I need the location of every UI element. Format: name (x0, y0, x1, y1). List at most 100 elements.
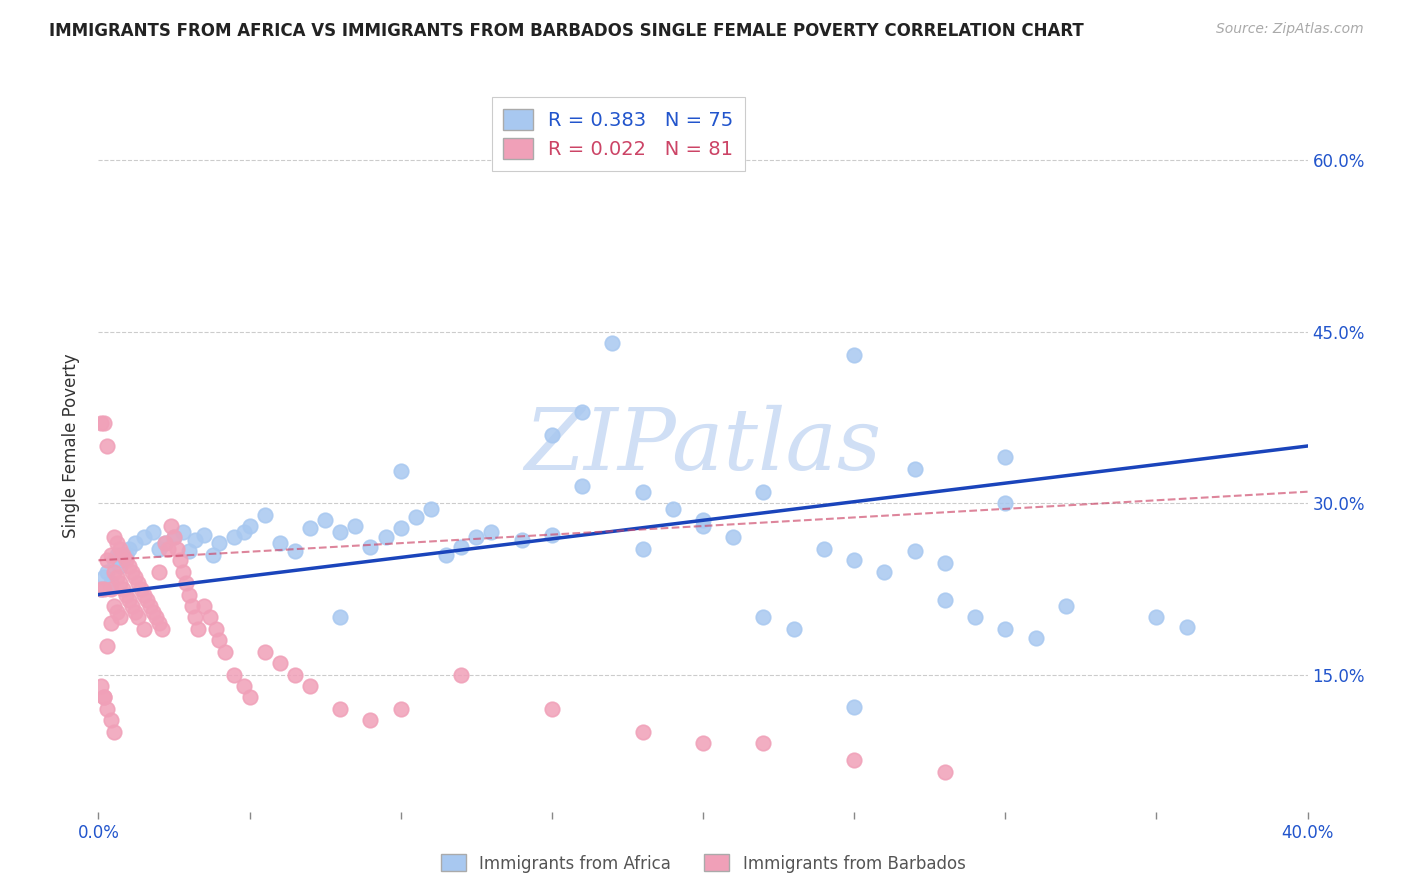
Point (193, 528, 215, 542)
Point (374, 530, 396, 544)
Legend: Immigrants from Africa, Immigrants from Barbados: Immigrants from Africa, Immigrants from … (434, 847, 972, 880)
Point (114, 553, 136, 567)
Point (105, 548, 128, 562)
Point (844, 553, 866, 567)
Point (193, 599, 215, 613)
Point (148, 616, 170, 631)
Point (205, 622, 228, 636)
Point (208, 633, 231, 648)
Point (631, 541, 654, 556)
Point (813, 541, 835, 556)
Point (124, 536, 146, 550)
Point (389, 521, 412, 535)
Point (163, 530, 186, 544)
Point (96, 565, 118, 579)
Point (103, 724, 125, 739)
Point (90, 582, 112, 596)
Point (994, 450, 1017, 465)
Point (752, 484, 775, 499)
Point (179, 588, 201, 602)
Point (103, 599, 125, 613)
Point (121, 599, 143, 613)
Point (166, 541, 188, 556)
Point (153, 536, 176, 550)
Point (314, 513, 336, 527)
Point (103, 565, 125, 579)
Point (145, 610, 167, 624)
Point (160, 519, 183, 533)
Point (148, 541, 170, 556)
Point (118, 541, 141, 556)
Point (100, 616, 122, 631)
Point (965, 610, 987, 624)
Point (420, 501, 443, 516)
Point (100, 582, 122, 596)
Point (389, 464, 412, 478)
Legend: R = 0.383   N = 75, R = 0.022   N = 81: R = 0.383 N = 75, R = 0.022 N = 81 (492, 97, 745, 170)
Point (752, 610, 775, 624)
Point (111, 548, 134, 562)
Point (103, 530, 125, 544)
Point (184, 533, 207, 547)
Point (510, 533, 533, 547)
Point (135, 593, 157, 607)
Point (540, 702, 562, 716)
Point (1175, 619, 1198, 633)
Point (105, 570, 128, 584)
Point (904, 462, 927, 476)
Point (994, 622, 1017, 636)
Point (450, 540, 472, 554)
Point (139, 599, 162, 613)
Point (329, 702, 352, 716)
Point (114, 548, 136, 562)
Point (105, 605, 128, 619)
Point (465, 530, 488, 544)
Point (108, 610, 131, 624)
Point (172, 565, 194, 579)
Point (93, 582, 115, 596)
Point (172, 524, 194, 539)
Point (96, 702, 118, 716)
Point (1054, 599, 1077, 613)
Point (329, 610, 352, 624)
Point (329, 524, 352, 539)
Point (434, 548, 457, 562)
Point (481, 524, 503, 539)
Point (169, 553, 191, 567)
Point (269, 656, 291, 670)
Point (129, 582, 152, 596)
Point (692, 519, 714, 533)
Text: ZIPatlas: ZIPatlas (524, 405, 882, 487)
Point (239, 519, 262, 533)
Point (118, 593, 141, 607)
Point (90, 416, 112, 430)
Point (934, 556, 956, 570)
Point (163, 530, 186, 544)
Point (360, 714, 382, 728)
Point (93, 690, 115, 705)
Point (111, 553, 134, 567)
Point (142, 524, 165, 539)
Point (723, 530, 745, 544)
Point (844, 348, 866, 362)
Point (127, 576, 149, 591)
Point (571, 479, 593, 493)
Point (200, 610, 222, 624)
Point (232, 679, 254, 693)
Point (934, 593, 956, 607)
Point (100, 576, 122, 591)
Y-axis label: Single Female Poverty: Single Female Poverty (62, 354, 80, 538)
Point (994, 496, 1017, 510)
Point (103, 553, 125, 567)
Point (132, 622, 155, 636)
Point (90, 679, 112, 693)
Point (844, 699, 866, 714)
Point (540, 528, 562, 542)
Point (844, 753, 866, 767)
Point (1144, 610, 1167, 624)
Point (692, 736, 714, 750)
Point (602, 336, 624, 351)
Text: IMMIGRANTS FROM AFRICA VS IMMIGRANTS FROM BARBADOS SINGLE FEMALE POVERTY CORRELA: IMMIGRANTS FROM AFRICA VS IMMIGRANTS FRO… (49, 22, 1084, 40)
Point (96, 439, 118, 453)
Point (299, 521, 322, 535)
